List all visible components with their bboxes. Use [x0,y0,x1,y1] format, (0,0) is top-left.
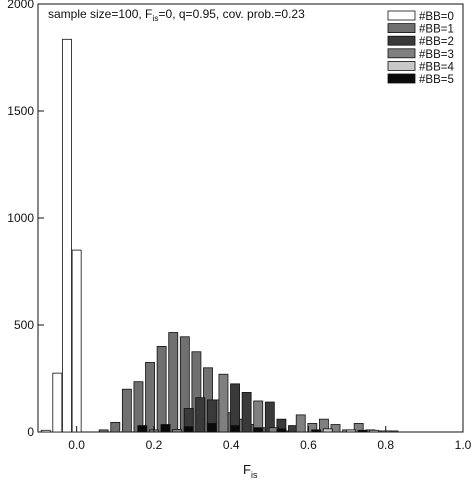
bar-series-5-6 [276,428,287,433]
y-tick-label-0: 0 [27,425,34,439]
legend-label-2: #BB=2 [419,36,454,48]
bar-series-1-3 [133,381,144,433]
legend-swatch-3 [387,48,416,59]
bar-series-0-2 [62,38,72,433]
legend-label-3: #BB=3 [419,49,454,61]
bar-series-3-2 [218,373,229,433]
x-tick-label-3: 0.6 [300,438,317,452]
bar-series-1-2 [121,388,132,433]
bar-series-4-1 [346,429,356,433]
bar-series-4-0 [322,428,333,433]
chart-title: sample size=100, Fis=0, q=0.95, cov. pro… [48,7,305,23]
x-tick-label-0: 0.0 [68,438,85,452]
x-axis-label: Fis [243,462,258,480]
legend-label-5: #BB=5 [419,74,454,86]
legend-swatch-0 [387,10,416,21]
bar-series-5-3 [206,423,217,433]
bar-series-3-5 [295,414,306,433]
bar-series-3-1 [172,429,183,433]
chart-title-subscript: is [152,13,158,23]
chart-title-part-1: sample size=100, F [48,7,152,21]
legend-label-4: #BB=4 [419,61,454,73]
x-axis-label-subscript: is [251,470,258,480]
legend-label-1: #BB=1 [419,24,454,36]
bar-series-5-0 [137,425,148,433]
x-tick-label-4: 0.8 [377,438,394,452]
y-tick-label-2: 1000 [7,211,34,225]
bar-series-1-4 [145,362,155,433]
y-tick-label-3: 1500 [7,104,34,118]
x-axis-label-main: F [243,462,251,477]
bar-series-1-5 [156,345,167,433]
bars-layer [40,38,399,433]
bar-series-2-1 [195,397,206,433]
bar-series-5-7 [311,429,322,433]
bar-series-1-0 [98,429,109,433]
legend-label-0: #BB=0 [419,11,454,23]
bar-series-5-2 [183,426,194,433]
legend-swatch-2 [387,35,416,46]
legend: #BB=0#BB=1#BB=2#BB=3#BB=4#BB=5 [387,10,454,86]
axes-layer: 0.0 0.2 0.4 0.6 0.8 1.0 0 500 1000 1500 2000 [7,0,471,452]
bar-series-0-0 [40,429,51,433]
bar-series-0-3 [71,249,82,433]
bar-series-5-4 [230,425,240,433]
y-tick-label-4: 2000 [7,0,34,11]
bar-series-1-1 [110,421,121,433]
bar-series-5-1 [160,424,171,433]
bar-series-0-1 [52,372,63,433]
x-tick-label-5: 1.0 [455,438,472,452]
bar-series-1-6 [168,332,179,433]
bar-series-5-8 [357,429,368,433]
bar-series-3-8 [330,424,341,433]
legend-swatch-1 [387,23,416,34]
legend-swatch-4 [387,61,416,71]
bar-series-2-3 [230,383,240,433]
bar-series-4-2 [369,429,380,433]
bar-series-2-4 [241,392,252,433]
bar-series-5-5 [253,427,264,433]
legend-swatch-5 [387,73,416,84]
chart-title-part-2: =0, q=0.95, cov. prob.=0.23 [159,7,306,21]
x-tick-label-1: 0.2 [146,438,163,452]
x-tick-label-2: 0.4 [223,438,240,452]
y-tick-label-1: 500 [14,318,34,332]
